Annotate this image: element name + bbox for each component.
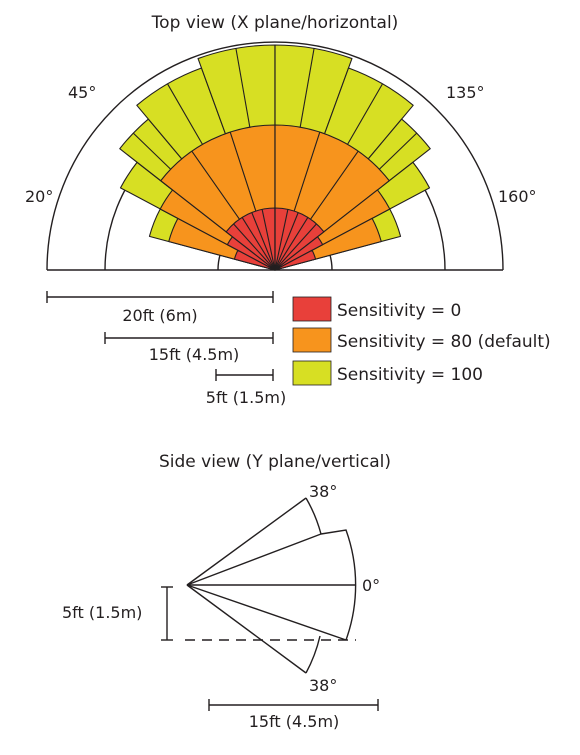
angle-label-20: 20° [25, 187, 53, 206]
top-view: Top view (X plane/horizontal) 45° 135° 2… [25, 13, 551, 407]
sensitivity-80-divider-3 [293, 131, 321, 214]
sensitivity-0-sector-3 [225, 207, 276, 271]
scale-bars [46, 291, 274, 381]
scale-label-20ft: 20ft (6m) [122, 306, 197, 325]
angle-label-160: 160° [498, 187, 537, 206]
sensitivity-0-divider-9 [274, 223, 317, 271]
side-angle-label-horizontal: 0° [362, 576, 380, 595]
sensitivity-100-divider-2 [167, 83, 206, 150]
sensitivity-80-divider-1 [191, 150, 242, 222]
distance-label: 15ft (4.5m) [249, 712, 340, 731]
distance-bar [208, 699, 379, 711]
legend-swatch-sensitivity-100 [292, 360, 332, 386]
outer-range-arc [46, 41, 504, 271]
legend-swatch-sensitivity-0 [292, 296, 332, 322]
sensitivity-100-divider-4 [375, 132, 418, 174]
side-view-beam [186, 497, 357, 674]
sensitivity-100-divider-5 [344, 83, 383, 150]
sensitivity-0-divider-6 [274, 209, 289, 271]
sensitivity-100-divider-6 [298, 48, 315, 133]
legend-label-sensitivity-80: Sensitivity = 80 (default) [337, 332, 551, 352]
height-bracket [161, 586, 173, 641]
legend-swatch-sensitivity-80 [292, 327, 332, 353]
side-angle-label-bottom: 38° [309, 676, 337, 695]
legend: Sensitivity = 0 Sensitivity = 80 (defaul… [292, 296, 551, 386]
sensitivity-80-divider-4 [308, 150, 359, 222]
angle-label-135: 135° [446, 83, 485, 102]
legend-label-sensitivity-0: Sensitivity = 0 [337, 301, 461, 321]
angle-label-45: 45° [68, 83, 96, 102]
side-view: Side view (Y plane/vertical) 38° 0° 38° … [62, 452, 391, 731]
sensitivity-0-sector-6 [274, 249, 317, 271]
height-label: 5ft (1.5m) [62, 603, 142, 622]
sensitivity-0-divider-1 [233, 223, 276, 271]
sensitivity-0-divider-4 [261, 209, 276, 271]
legend-label-sensitivity-100: Sensitivity = 100 [337, 365, 483, 385]
sensitivity-0-divider-2 [241, 217, 276, 271]
side-view-title: Side view (Y plane/vertical) [159, 452, 391, 472]
side-angle-label-top: 38° [309, 482, 337, 501]
sensitivity-80-divider-2 [229, 131, 257, 214]
sensitivity-0-divider-8 [274, 217, 309, 271]
sensitivity-0-sector-4 [274, 207, 325, 271]
sensitivity-100-divider-1 [132, 132, 175, 174]
sensitivity-100-divider-3 [235, 48, 252, 133]
top-view-title: Top view (X plane/horizontal) [151, 13, 399, 33]
sensitivity-0-divider-3 [251, 212, 276, 271]
scale-label-5ft: 5ft (1.5m) [206, 388, 286, 407]
sensitivity-0-sector-5 [274, 236, 324, 271]
sensitivity-0-divider-7 [274, 212, 299, 271]
scale-label-15ft: 15ft (4.5m) [149, 345, 240, 364]
sensitivity-0-zone [225, 45, 325, 271]
